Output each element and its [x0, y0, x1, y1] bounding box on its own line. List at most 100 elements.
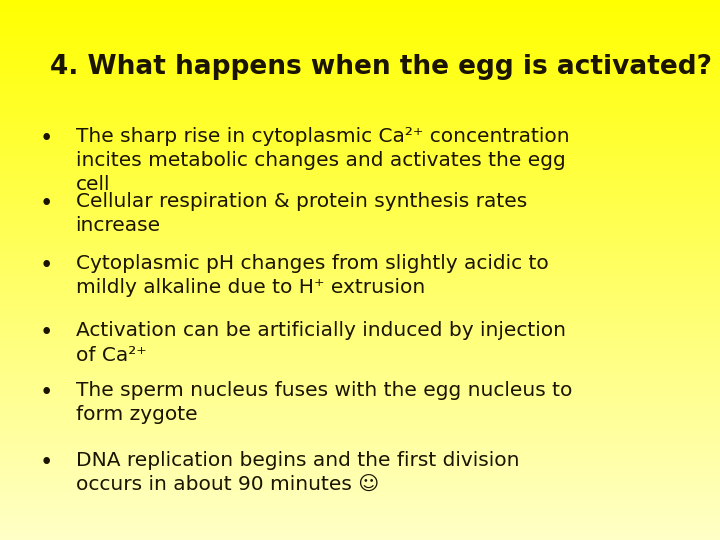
Bar	[0, 146, 720, 147]
Bar	[0, 115, 720, 117]
Bar	[0, 502, 720, 504]
Bar	[0, 72, 720, 74]
Bar	[0, 167, 720, 169]
Text: •: •	[40, 192, 53, 215]
Bar	[0, 493, 720, 495]
Bar	[0, 34, 720, 36]
Bar	[0, 228, 720, 231]
Bar	[0, 285, 720, 286]
Bar	[0, 498, 720, 501]
Bar	[0, 389, 720, 390]
Bar	[0, 531, 720, 533]
Bar	[0, 119, 720, 120]
Bar	[0, 360, 720, 362]
Bar	[0, 252, 720, 254]
Bar	[0, 319, 720, 320]
Bar	[0, 247, 720, 248]
Bar	[0, 58, 720, 59]
Bar	[0, 153, 720, 155]
Bar	[0, 428, 720, 430]
Bar	[0, 231, 720, 232]
Bar	[0, 101, 720, 103]
Bar	[0, 221, 720, 223]
Bar	[0, 212, 720, 214]
Bar	[0, 113, 720, 115]
Bar	[0, 83, 720, 85]
Bar	[0, 420, 720, 421]
Bar	[0, 317, 720, 319]
Bar	[0, 481, 720, 482]
Bar	[0, 331, 720, 333]
Bar	[0, 309, 720, 312]
Bar	[0, 258, 720, 259]
Bar	[0, 522, 720, 524]
Bar	[0, 99, 720, 101]
Bar	[0, 270, 720, 272]
Bar	[0, 455, 720, 457]
Bar	[0, 137, 720, 139]
Bar	[0, 495, 720, 497]
Bar	[0, 239, 720, 241]
Bar	[0, 140, 720, 142]
Bar	[0, 90, 720, 92]
Bar	[0, 133, 720, 135]
Bar	[0, 336, 720, 339]
Bar	[0, 396, 720, 398]
Bar	[0, 477, 720, 479]
Bar	[0, 412, 720, 414]
Bar	[0, 536, 720, 538]
Bar	[0, 254, 720, 255]
Bar	[0, 193, 720, 194]
Bar	[0, 147, 720, 150]
Bar	[0, 74, 720, 76]
Bar	[0, 347, 720, 349]
Bar	[0, 486, 720, 488]
Bar	[0, 394, 720, 396]
Bar	[0, 409, 720, 410]
Bar	[0, 515, 720, 517]
Bar	[0, 15, 720, 16]
Text: •: •	[40, 451, 53, 474]
Bar	[0, 454, 720, 455]
Text: The sperm nucleus fuses with the egg nucleus to
form zygote: The sperm nucleus fuses with the egg nuc…	[76, 381, 572, 424]
Bar	[0, 201, 720, 204]
Bar	[0, 135, 720, 137]
Bar	[0, 450, 720, 452]
Bar	[0, 425, 720, 427]
Bar	[0, 182, 720, 184]
Bar	[0, 184, 720, 185]
Bar	[0, 250, 720, 252]
Text: •: •	[40, 127, 53, 150]
Bar	[0, 112, 720, 113]
Bar	[0, 25, 720, 27]
Bar	[0, 374, 720, 376]
Bar	[0, 216, 720, 218]
Bar	[0, 382, 720, 383]
Bar	[0, 293, 720, 295]
Bar	[0, 5, 720, 7]
Bar	[0, 126, 720, 128]
Bar	[0, 88, 720, 90]
Bar	[0, 344, 720, 346]
Bar	[0, 158, 720, 160]
Bar	[0, 0, 720, 2]
Bar	[0, 538, 720, 540]
Bar	[0, 120, 720, 123]
Bar	[0, 378, 720, 380]
Bar	[0, 49, 720, 50]
Bar	[0, 508, 720, 509]
Bar	[0, 85, 720, 86]
Bar	[0, 117, 720, 119]
Bar	[0, 279, 720, 281]
Bar	[0, 403, 720, 405]
Text: •: •	[40, 321, 53, 345]
Bar	[0, 295, 720, 297]
Bar	[0, 513, 720, 515]
Bar	[0, 322, 720, 324]
Bar	[0, 448, 720, 450]
Bar	[0, 385, 720, 387]
Bar	[0, 164, 720, 166]
Bar	[0, 151, 720, 153]
Bar	[0, 77, 720, 79]
Bar	[0, 443, 720, 444]
